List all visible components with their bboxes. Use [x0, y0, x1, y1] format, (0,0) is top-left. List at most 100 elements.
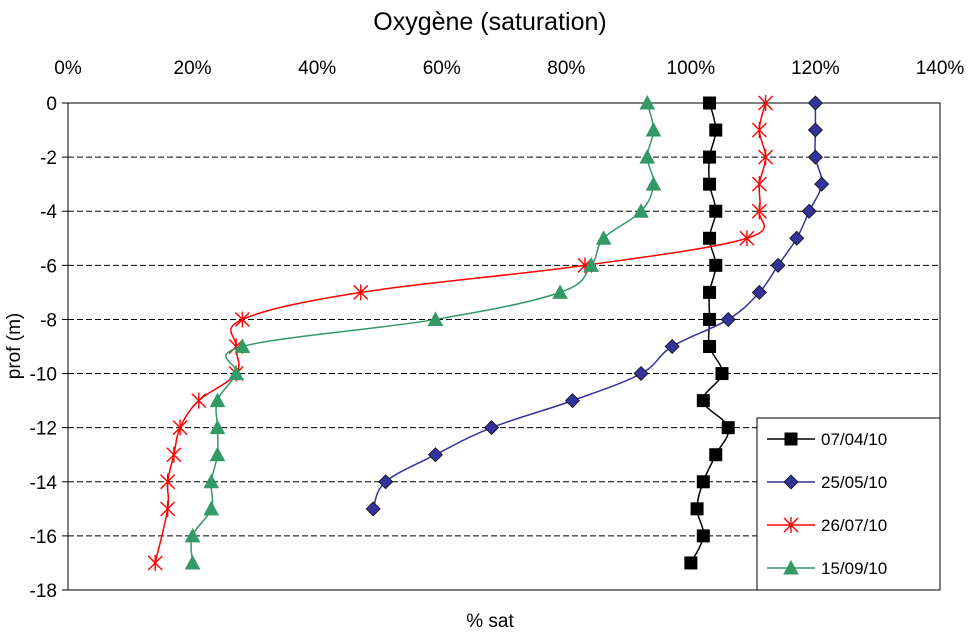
- data-point: [228, 365, 245, 381]
- data-point: [234, 311, 250, 328]
- data-point: [209, 419, 226, 435]
- y-tick-label: -18: [30, 581, 57, 602]
- y-axis-label: prof (m): [4, 313, 25, 380]
- y-tick-label: 0: [46, 94, 57, 115]
- data-point: [696, 529, 710, 543]
- series-line: [372, 103, 823, 510]
- data-point: [807, 149, 823, 165]
- data-point: [191, 392, 207, 409]
- y-tick-label: -12: [30, 419, 57, 440]
- legend-label: 26/07/10: [821, 516, 887, 535]
- legend-box: [756, 417, 941, 591]
- data-point: [595, 230, 612, 245]
- series-line: [690, 102, 730, 564]
- legend-label: 15/09/10: [821, 559, 887, 578]
- x-tick-label: 40%: [298, 58, 336, 79]
- data-point: [583, 257, 600, 272]
- legend: 07/04/10 25/05/10 26/07/10 15/09/10: [756, 417, 941, 591]
- data-point: [664, 339, 680, 354]
- data-point: [147, 554, 163, 571]
- series-line: [190, 102, 655, 563]
- data-point: [203, 500, 220, 516]
- data-point: [645, 122, 662, 137]
- data-point: [690, 502, 704, 516]
- y-tick-label: -10: [30, 365, 57, 386]
- data-point: [696, 475, 710, 489]
- series-star: [147, 95, 774, 571]
- data-point: [184, 554, 201, 570]
- x-tick-label: 20%: [174, 58, 212, 79]
- y-tick-label: -8: [40, 310, 57, 331]
- data-point: [209, 392, 226, 408]
- data-point: [565, 393, 581, 409]
- data-point: [166, 446, 182, 463]
- series-square: [684, 96, 735, 570]
- plot-area-frame: [67, 102, 941, 591]
- x-tick-label: 60%: [423, 58, 461, 79]
- x-axis-ticks: 0% 20% 40% 60% 80% 100% 120% 140%: [54, 58, 964, 79]
- y-axis-ticks: 0 -2 -4 -6 -8 -10 -12 -14 -16 -18: [30, 94, 68, 602]
- data-point: [184, 527, 201, 543]
- data-point: [639, 94, 656, 110]
- data-point: [709, 448, 723, 462]
- data-point: [789, 230, 805, 246]
- y-tick-label: -4: [40, 202, 57, 223]
- data-point: [751, 284, 767, 300]
- y-tick-label: -6: [40, 256, 57, 277]
- series-line: [154, 102, 767, 564]
- legend-label: 07/04/10: [821, 430, 887, 449]
- data-point: [703, 150, 717, 164]
- data-point: [633, 366, 649, 382]
- y-tick-label: -2: [40, 148, 57, 169]
- data-point: [684, 556, 698, 570]
- data-point: [758, 149, 774, 166]
- data-point: [703, 312, 717, 326]
- data-point: [353, 284, 369, 301]
- x-tick-label: 80%: [547, 58, 585, 79]
- x-tick-label: 140%: [916, 58, 965, 79]
- x-axis-label: % sat: [466, 611, 514, 632]
- series-triangle: [184, 94, 662, 570]
- legend-label: 25/05/10: [821, 473, 887, 492]
- data-point: [709, 123, 723, 137]
- legend-marker: [783, 559, 799, 575]
- legend-item: 07/04/10: [767, 430, 887, 449]
- data-point: [703, 285, 717, 299]
- data-point: [709, 258, 723, 272]
- data-point: [739, 230, 755, 247]
- data-point: [703, 177, 717, 191]
- legend-item: 25/05/10: [767, 473, 887, 492]
- series-group: [147, 94, 830, 571]
- data-point: [807, 95, 823, 111]
- data-point: [715, 367, 729, 381]
- data-point: [160, 473, 176, 490]
- series-diamond: [365, 95, 830, 517]
- data-point: [751, 176, 767, 193]
- data-point: [427, 311, 444, 326]
- data-point: [696, 394, 710, 408]
- legend-item: 26/07/10: [767, 516, 887, 535]
- data-point: [234, 338, 251, 353]
- x-tick-label: 0%: [54, 58, 82, 79]
- data-point: [639, 149, 656, 164]
- data-point: [378, 474, 394, 490]
- x-tick-label: 100%: [667, 58, 716, 79]
- data-point: [633, 203, 649, 218]
- data-point: [751, 203, 767, 220]
- data-point: [703, 231, 717, 245]
- legend-marker: [783, 474, 799, 490]
- data-point: [172, 419, 188, 436]
- data-point: [484, 420, 500, 436]
- data-point: [751, 122, 767, 139]
- data-point: [758, 95, 774, 111]
- chart-title: Oxygène (saturation): [373, 8, 606, 36]
- data-point: [720, 311, 736, 327]
- data-point: [552, 284, 568, 299]
- data-point: [703, 340, 717, 353]
- data-point: [645, 176, 662, 191]
- data-point: [709, 204, 723, 218]
- data-point: [721, 421, 735, 435]
- data-point: [365, 501, 381, 517]
- data-point: [703, 96, 717, 110]
